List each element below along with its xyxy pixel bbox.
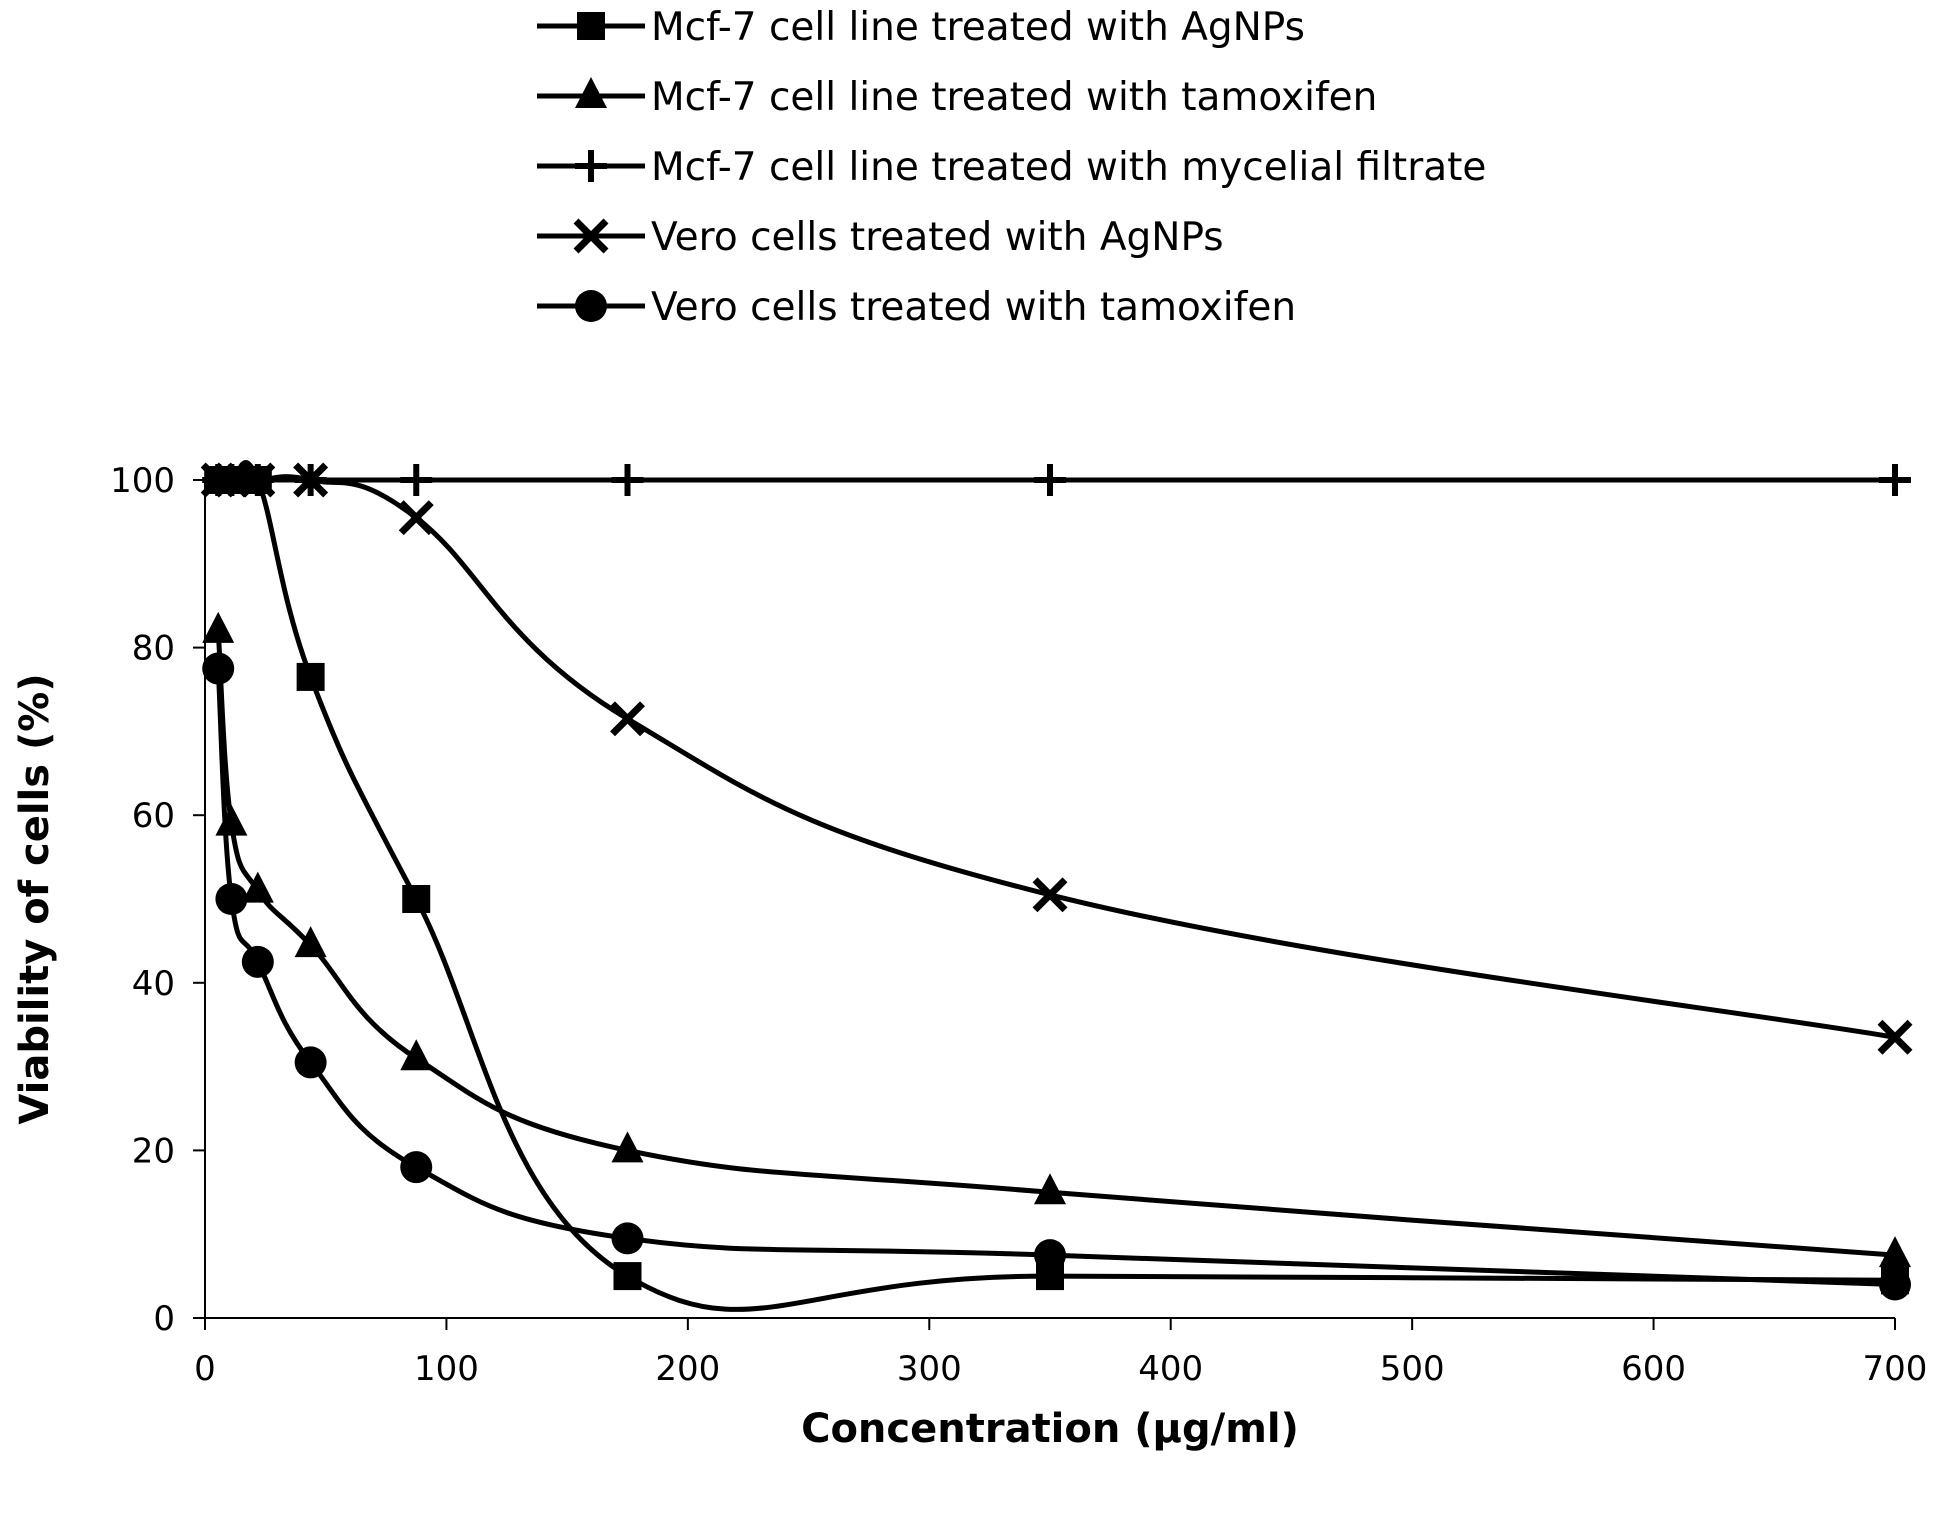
x-tick-label: 300 (897, 1349, 962, 1389)
axes: 0 20 40 60 80 100 0 100 200 300 400 500 600 700 (110, 461, 1927, 1389)
data-point-x (398, 500, 434, 536)
data-point-triangle (400, 1039, 433, 1071)
y-tick-label: 40 (132, 964, 175, 1004)
series-3 (202, 464, 1911, 496)
data-point-x (610, 701, 645, 737)
data-point-x (293, 462, 329, 498)
legend: Mcf-7 cell line treated with AgNPs Mcf-7 … (537, 5, 1486, 330)
series-2 (202, 611, 1911, 1268)
data-point-triangle (215, 804, 248, 836)
data-point-triangle (241, 871, 274, 903)
data-point-triangle (1879, 1236, 1911, 1268)
legend-label: Mcf-7 cell line treated with mycelial fi… (651, 145, 1486, 190)
data-point-x (1877, 1019, 1913, 1055)
data-point-triangle (202, 611, 235, 643)
series-line (218, 474, 1896, 1040)
legend-item: Mcf-7 cell line treated with tamoxifen (537, 75, 1377, 120)
data-point-x (1032, 877, 1068, 913)
y-axis-title: Viability of cells (%) (12, 673, 58, 1124)
data-point-plus (1879, 464, 1911, 496)
data-point-circle (400, 1151, 433, 1184)
y-tick-label: 60 (132, 796, 175, 836)
data-point-circle (215, 883, 248, 915)
legend-marker-x (573, 218, 609, 254)
legend-item: Mcf-7 cell line treated with AgNPs (537, 5, 1305, 50)
data-point-circle (611, 1222, 644, 1255)
x-ticks: 0 100 200 300 400 500 600 700 (194, 1318, 1927, 1389)
data-point-plus (611, 464, 644, 496)
x-tick-label: 700 (1863, 1349, 1928, 1389)
data-point-circle (1034, 1239, 1066, 1272)
data-point-square (402, 885, 431, 913)
legend-label: Vero cells treated with AgNPs (651, 215, 1224, 260)
data-point-circle (294, 1046, 327, 1079)
data-point-circle (1879, 1268, 1911, 1301)
legend-marker-plus (575, 150, 607, 182)
x-tick-label: 400 (1138, 1349, 1203, 1389)
data-point-x (213, 462, 249, 498)
data-point-triangle (611, 1131, 644, 1163)
data-point-circle (202, 652, 235, 685)
x-tick-label: 0 (194, 1349, 216, 1389)
data-point-triangle (1034, 1173, 1066, 1205)
legend-label: Vero cells treated with tamoxifen (651, 285, 1296, 330)
legend-marker-square (577, 12, 605, 40)
x-tick-label: 600 (1621, 1349, 1686, 1389)
series-4 (200, 462, 1913, 1055)
data-point-x (240, 462, 276, 498)
y-tick-label: 100 (110, 461, 175, 501)
data-point-square (296, 662, 325, 691)
legend-item: Vero cells treated with AgNPs (537, 215, 1224, 260)
legend-label: Mcf-7 cell line treated with AgNPs (651, 5, 1305, 50)
y-tick-label: 20 (132, 1131, 175, 1171)
x-tick-label: 500 (1380, 1349, 1445, 1389)
legend-label: Mcf-7 cell line treated with tamoxifen (651, 75, 1377, 120)
data-point-square (613, 1262, 642, 1291)
legend-marker-triangle (575, 77, 607, 108)
y-ticks: 0 20 40 60 80 100 (110, 461, 205, 1339)
data-point-plus (1034, 464, 1066, 496)
data-point-x (200, 462, 236, 498)
x-tick-label: 100 (414, 1349, 479, 1389)
legend-marker-circle (575, 290, 607, 322)
series-5 (202, 652, 1911, 1301)
series-line (215, 630, 1896, 1258)
x-axis-title: Concentration (µg/ml) (801, 1406, 1299, 1452)
x-tick-label: 200 (655, 1349, 720, 1389)
data-point-plus (400, 464, 433, 496)
plot-series (200, 460, 1913, 1312)
data-point-triangle (294, 926, 327, 958)
series-line (215, 668, 1896, 1287)
legend-item: Mcf-7 cell line treated with mycelial fi… (537, 145, 1486, 190)
legend-item: Vero cells treated with tamoxifen (537, 285, 1296, 330)
data-point-circle (241, 945, 274, 978)
y-tick-label: 80 (132, 629, 175, 669)
y-tick-label: 0 (153, 1299, 175, 1339)
